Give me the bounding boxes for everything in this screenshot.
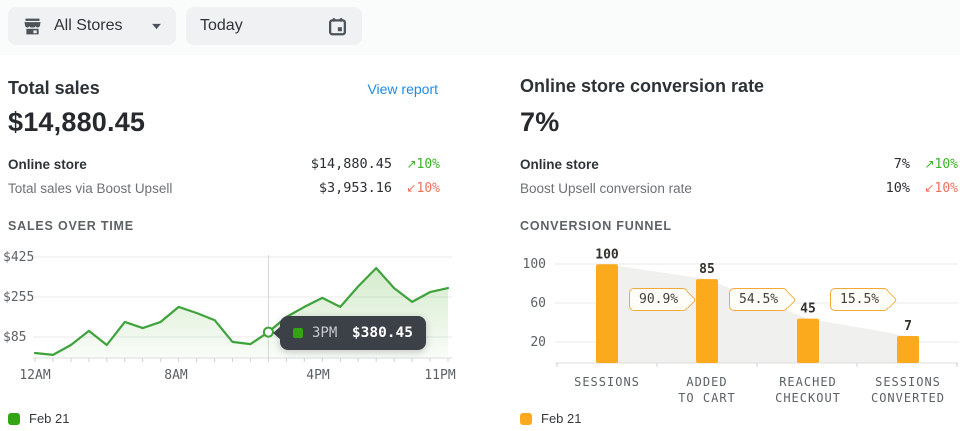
conversion-badge-1: 90.9% [629,288,689,311]
funnel-bar-3[interactable] [897,336,919,363]
arrow-down-left-icon: ↙ [924,180,935,195]
store-filter-label: All Stores [54,17,123,34]
view-report-link[interactable]: View report [367,81,438,97]
storefront-icon [22,16,43,37]
metric-delta-down: ↙10% [406,180,440,196]
arrow-up-right-icon: ↗ [406,156,417,171]
conversion-badge-2: 54.5% [729,288,789,311]
legend-swatch-orange [520,412,532,425]
legend-swatch-green [8,412,20,425]
funnel-bar-1[interactable] [696,279,718,363]
tooltip-value: $380.45 [351,325,413,341]
funnel-bar-value: 7 [904,319,912,334]
funnel-bar-0[interactable] [596,264,618,363]
x-tick-8am: 8AM [164,368,188,383]
hover-point-dot [262,326,274,338]
x-axis-ticks [34,358,449,362]
funnel-value-labels: 100 85 45 7 [595,248,912,334]
y-tick-85: $85 [3,330,27,345]
metric-delta-down: ↙10% [924,180,958,196]
x-tick-4pm: 4PM [306,368,330,383]
y-tick-425: $425 [3,250,35,265]
tooltip-time: 3PM [312,325,338,341]
metric-label: Boost Upsell conversion rate [520,180,692,196]
y-tick-100: 100 [522,257,546,272]
y-tick-255: $255 [3,290,35,305]
series-swatch [293,328,303,338]
metric-value: 7% [893,156,910,172]
metric-label: Online store [8,156,87,172]
stage-label-sessions-converted: SESSIONS CONVERTED [870,375,946,405]
metric-row-boost-upsell: Total sales via Boost Upsell $3,953.16 ↙… [8,177,440,199]
store-filter-button[interactable]: All Stores [8,7,176,45]
date-filter-label: Today [200,17,243,34]
funnel-bars [596,264,919,363]
metric-row-boost-upsell-rate: Boost Upsell conversion rate 10% ↙10% [520,177,958,199]
conversion-badge-3: 15.5% [830,288,890,311]
metric-label: Online store [520,156,599,172]
metric-value: 10% [885,180,910,196]
arrow-up-right-icon: ↗ [924,156,935,171]
sales-line [33,267,450,357]
x-tick-12am: 12AM [19,368,51,383]
y-tick-60: 60 [530,296,546,311]
funnel-bar-value: 85 [699,262,715,277]
sales-over-time-label: SALES OVER TIME [8,219,134,233]
conversion-funnel-label: CONVERSION FUNNEL [520,219,672,233]
stage-label-reached-checkout: REACHED CHECKOUT [775,375,841,405]
total-sales-title: Total sales [8,78,100,98]
chart-tooltip: 3PM $380.45 [280,316,426,350]
stage-label-sessions: SESSIONS [574,375,640,389]
funnel-bar-value: 100 [595,248,619,262]
conversion-value: 7% [520,107,560,137]
metric-delta-up: ↗10% [406,156,440,172]
funnel-bar-2[interactable] [797,318,819,363]
funnel-bar-value: 45 [800,302,816,317]
x-axis-ticks [556,363,958,367]
metric-row-online-store-rate: Online store 7% ↗10% [520,153,958,175]
conversion-title: Online store conversion rate [520,76,765,96]
total-sales-value: $14,880.45 [8,107,146,137]
legend-label: Feb 21 [29,411,70,426]
legend-label: Feb 21 [541,411,582,426]
funnel-decline-area [607,264,908,363]
funnel-legend: Feb 21 [520,411,581,426]
x-tick-11pm: 11PM [424,368,456,383]
metric-value: $3,953.16 [318,180,392,196]
metric-delta-up: ↗10% [924,156,958,172]
metric-row-online-store: Online store $14,880.45 ↗10% [8,153,440,175]
sales-legend: Feb 21 [8,411,69,426]
date-filter-button[interactable]: Today [186,7,362,45]
chevron-down-icon [151,23,162,30]
sales-line-chart[interactable] [0,248,460,368]
metric-value: $14,880.45 [310,156,392,172]
metric-label: Total sales via Boost Upsell [8,180,173,196]
y-tick-20: 20 [530,335,546,350]
calendar-icon [327,16,348,37]
topbar: All Stores Today [0,0,960,55]
arrow-down-left-icon: ↙ [406,180,417,195]
stage-label-added-to-cart: ADDED TO CART [678,375,736,405]
